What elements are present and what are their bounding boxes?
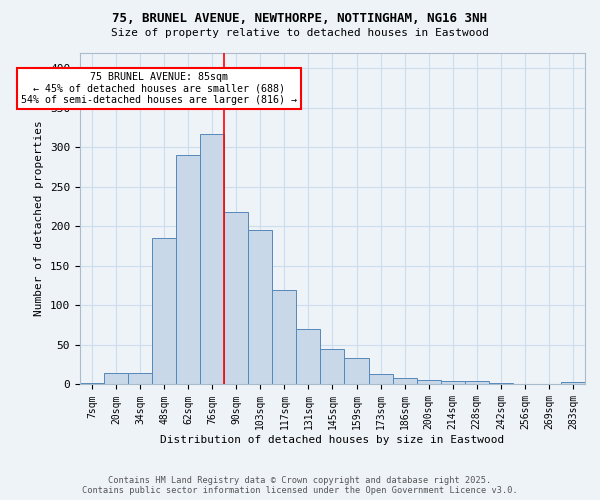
Bar — [104, 372, 128, 384]
Text: Contains HM Land Registry data © Crown copyright and database right 2025.
Contai: Contains HM Land Registry data © Crown c… — [82, 476, 518, 495]
Bar — [272, 290, 296, 384]
Text: 75 BRUNEL AVENUE: 85sqm
← 45% of detached houses are smaller (688)
54% of semi-d: 75 BRUNEL AVENUE: 85sqm ← 45% of detache… — [21, 72, 297, 106]
Bar — [489, 383, 513, 384]
Bar — [128, 372, 152, 384]
Bar — [296, 329, 320, 384]
Bar — [224, 212, 248, 384]
X-axis label: Distribution of detached houses by size in Eastwood: Distribution of detached houses by size … — [160, 435, 505, 445]
Text: Size of property relative to detached houses in Eastwood: Size of property relative to detached ho… — [111, 28, 489, 38]
Bar — [344, 358, 368, 384]
Bar — [176, 156, 200, 384]
Bar — [320, 349, 344, 384]
Bar — [440, 380, 465, 384]
Bar — [368, 374, 392, 384]
Bar — [392, 378, 416, 384]
Y-axis label: Number of detached properties: Number of detached properties — [34, 120, 44, 316]
Bar — [200, 134, 224, 384]
Bar — [80, 383, 104, 384]
Bar — [152, 238, 176, 384]
Bar — [416, 380, 440, 384]
Bar — [248, 230, 272, 384]
Bar — [465, 380, 489, 384]
Bar — [561, 382, 585, 384]
Text: 75, BRUNEL AVENUE, NEWTHORPE, NOTTINGHAM, NG16 3NH: 75, BRUNEL AVENUE, NEWTHORPE, NOTTINGHAM… — [113, 12, 487, 26]
